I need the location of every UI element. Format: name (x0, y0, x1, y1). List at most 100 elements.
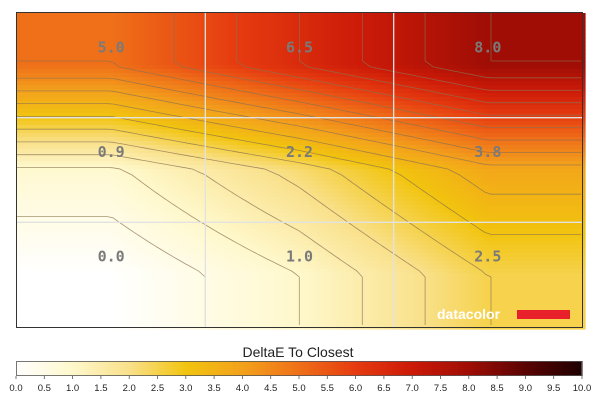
heat-cell (117, 145, 122, 150)
heat-cell (249, 89, 254, 94)
heat-cell (389, 105, 394, 110)
heat-cell (165, 133, 170, 138)
heat-cell (313, 25, 318, 30)
heat-cell (573, 121, 578, 126)
heat-cell (517, 49, 522, 54)
heat-cell (393, 25, 398, 30)
heat-cell (309, 25, 314, 30)
heat-cell (185, 41, 190, 46)
heat-cell (289, 29, 294, 34)
heat-cell (493, 97, 498, 102)
heat-cell (305, 25, 310, 30)
heat-cell (161, 121, 166, 126)
heat-cell (285, 113, 290, 118)
heat-cell (497, 137, 502, 142)
heat-cell (337, 129, 342, 134)
heat-cell (65, 137, 70, 142)
heat-cell (261, 69, 266, 74)
heat-cell (509, 141, 514, 146)
heat-cell (209, 41, 214, 46)
heat-cell (525, 53, 530, 58)
heat-cell (389, 65, 394, 70)
heat-cell (193, 61, 198, 66)
heat-cell (201, 117, 206, 122)
heat-cell (341, 21, 346, 26)
heat-cell (97, 13, 102, 18)
heat-cell (281, 141, 286, 146)
heat-cell (193, 109, 198, 114)
heat-cell (529, 141, 534, 146)
heat-cell (365, 77, 370, 82)
heat-cell (309, 85, 314, 90)
heat-cell (197, 49, 202, 54)
heat-cell (193, 69, 198, 74)
heat-cell (281, 145, 286, 150)
heat-cell (29, 17, 34, 22)
heat-cell (181, 113, 186, 118)
heat-cell (333, 61, 338, 66)
heat-cell (429, 53, 434, 58)
heat-cell (537, 65, 542, 70)
heat-cell (29, 45, 34, 50)
heat-cell (285, 69, 290, 74)
heat-cell (285, 145, 290, 150)
heat-cell (249, 69, 254, 74)
heat-cell (349, 137, 354, 142)
heat-cell (361, 21, 366, 26)
heat-cell (369, 137, 374, 142)
heat-cell (97, 125, 102, 130)
heat-cell (457, 85, 462, 90)
heat-cell (409, 21, 414, 26)
heat-cell (233, 17, 238, 22)
heat-cell (557, 137, 562, 142)
heat-cell (441, 149, 446, 154)
heat-cell (173, 85, 178, 90)
heat-cell (229, 93, 234, 98)
heat-cell (537, 97, 542, 102)
heat-cell (441, 109, 446, 114)
heat-cell (441, 93, 446, 98)
heat-cell (441, 101, 446, 106)
heat-cell (485, 121, 490, 126)
heat-cell (245, 33, 250, 38)
heat-cell (237, 93, 242, 98)
heat-cell (21, 65, 26, 70)
heat-cell (241, 21, 246, 26)
heat-cell (93, 97, 98, 102)
heat-cell (333, 149, 338, 154)
heat-cell (517, 61, 522, 66)
heat-cell (93, 153, 98, 158)
heat-cell (409, 81, 414, 86)
heat-cell (205, 69, 210, 74)
heat-cell (209, 25, 214, 30)
heat-cell (481, 65, 486, 70)
heat-cell (397, 97, 402, 102)
heat-cell (173, 69, 178, 74)
heat-cell (577, 101, 582, 106)
heat-cell (81, 113, 86, 118)
heat-cell (401, 77, 406, 82)
heat-cell (473, 105, 478, 110)
heat-cell (173, 117, 178, 122)
heat-cell (157, 21, 162, 26)
heat-cell (49, 45, 54, 50)
heat-cell (157, 113, 162, 118)
heat-cell (49, 33, 54, 38)
heat-cell (225, 149, 230, 154)
heat-cell (121, 41, 126, 46)
heat-cell (501, 129, 506, 134)
heat-cell (513, 93, 518, 98)
heat-cell (277, 49, 282, 54)
heat-cell (33, 141, 38, 146)
heat-cell (101, 141, 106, 146)
heat-cell (37, 129, 42, 134)
heat-cell (329, 61, 334, 66)
heat-cell (505, 77, 510, 82)
heat-cell (317, 81, 322, 86)
heat-cell (337, 101, 342, 106)
heat-cell (81, 65, 86, 70)
heat-cell (245, 85, 250, 90)
heat-cell (497, 93, 502, 98)
heat-cell (541, 105, 546, 110)
heat-cell (265, 101, 270, 106)
